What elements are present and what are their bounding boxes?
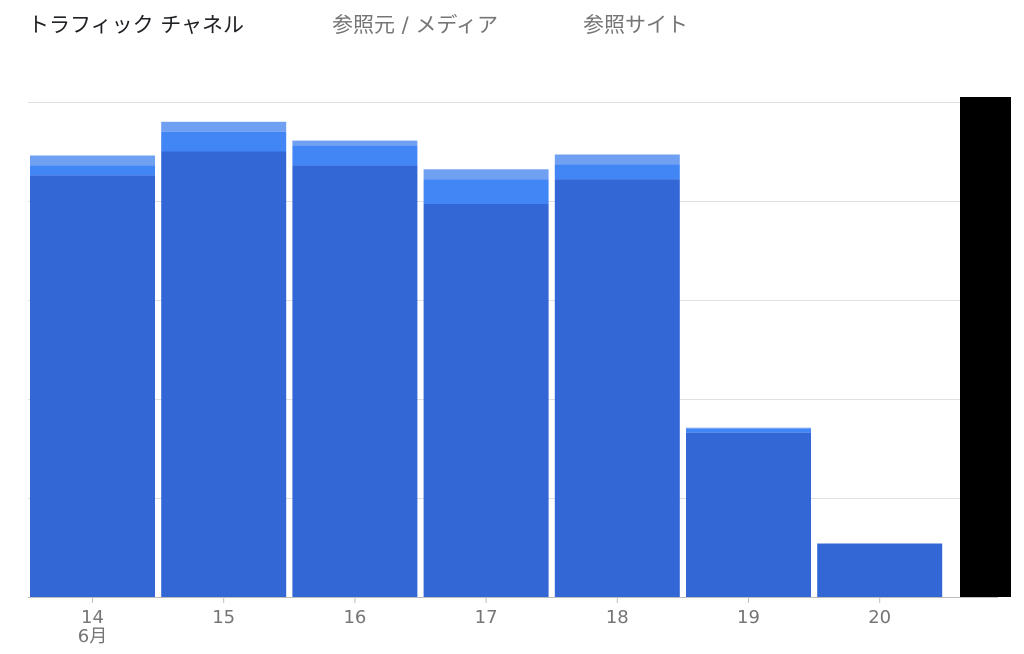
tab-referral-sites[interactable]: 参照サイト	[583, 13, 688, 37]
bar-segment-16-3[interactable]	[292, 140, 418, 146]
bar-segment-19-3[interactable]	[686, 427, 811, 429]
bar-segment-16-2[interactable]	[292, 145, 418, 166]
bar-segment-15-2[interactable]	[161, 131, 287, 152]
bar-segment-16-1[interactable]	[292, 165, 418, 597]
x-tick-labels: 14 15 16 17 18 19 20 6月	[78, 607, 891, 647]
bars	[30, 121, 943, 598]
tab-traffic-channel[interactable]: トラフィック チャネル	[28, 13, 245, 37]
x-tick-label-20: 20	[868, 607, 891, 628]
x-axis	[28, 597, 998, 603]
bar-segment-19-1[interactable]	[686, 432, 811, 597]
x-tick-label-14: 14	[81, 607, 104, 628]
bar-segment-20-1[interactable]	[817, 543, 943, 598]
x-tick-label-17: 17	[475, 607, 498, 628]
bar-segment-18-3[interactable]	[554, 154, 680, 165]
bar-segment-18-1[interactable]	[554, 179, 680, 597]
bar-segment-14-3[interactable]	[30, 155, 155, 166]
bar-segment-17-1[interactable]	[423, 204, 549, 597]
bar-segment-14-2[interactable]	[30, 165, 155, 176]
tab-source-medium[interactable]: 参照元 / メディア	[332, 13, 498, 37]
bar-segment-17-2[interactable]	[423, 179, 549, 204]
x-tick-label-18: 18	[606, 607, 629, 628]
bar-segment-14-1[interactable]	[30, 175, 155, 598]
bar-segment-17-3[interactable]	[423, 169, 549, 180]
bar-segment-15-1[interactable]	[161, 151, 287, 598]
x-month-label: 6月	[78, 626, 107, 647]
channel-tabs: トラフィック チャネル 参照元 / メディア 参照サイト	[0, 0, 1024, 50]
bar-segment-19-2[interactable]	[686, 428, 811, 433]
x-tick-label-19: 19	[737, 607, 760, 628]
x-tick-label-16: 16	[343, 607, 366, 628]
bar-segment-15-3[interactable]	[161, 121, 287, 132]
redacted-panel	[960, 97, 1011, 597]
bar-segment-18-2[interactable]	[554, 164, 680, 180]
x-tick-label-15: 15	[212, 607, 235, 628]
